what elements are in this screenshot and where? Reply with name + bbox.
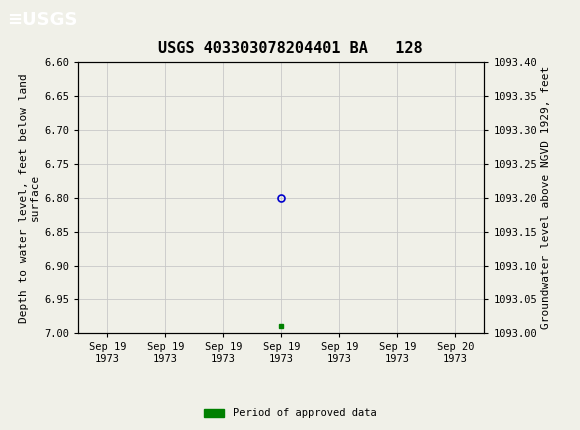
- Text: USGS 403303078204401 BA   128: USGS 403303078204401 BA 128: [158, 41, 422, 56]
- Y-axis label: Groundwater level above NGVD 1929, feet: Groundwater level above NGVD 1929, feet: [541, 66, 551, 329]
- Legend: Period of approved data: Period of approved data: [200, 404, 380, 423]
- Text: ≡USGS: ≡USGS: [7, 11, 78, 29]
- Y-axis label: Depth to water level, feet below land
surface: Depth to water level, feet below land su…: [19, 73, 40, 322]
